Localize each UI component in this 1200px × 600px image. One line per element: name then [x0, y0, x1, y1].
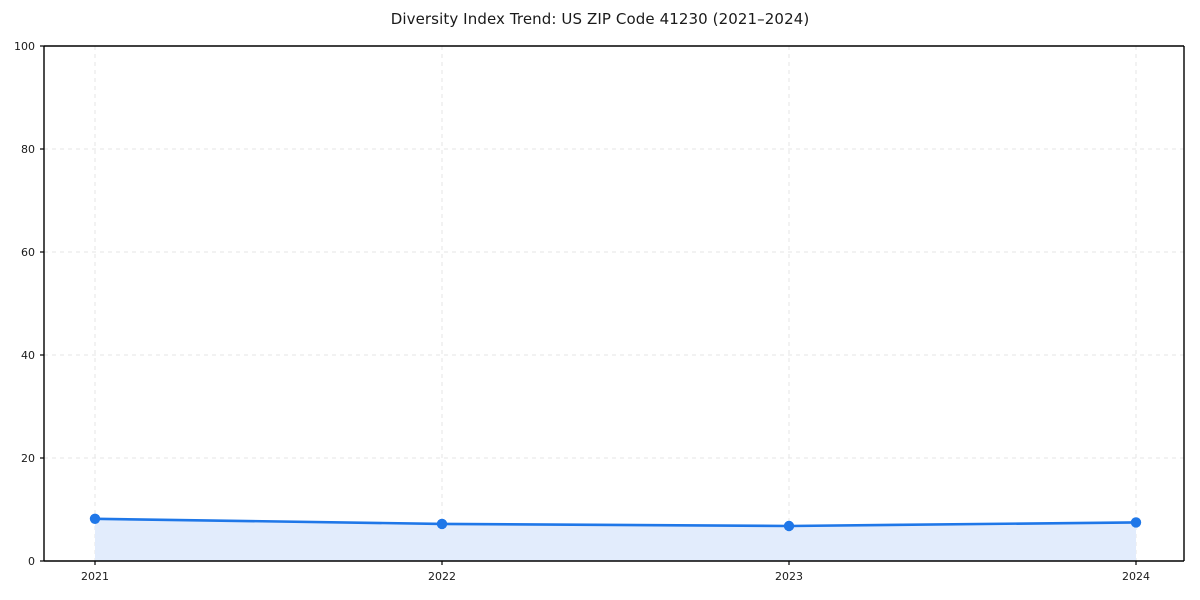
- data-point-2024[interactable]: [1130, 517, 1142, 528]
- data-line-diversity-index: [93, 517, 1138, 528]
- data-point-2021[interactable]: [89, 513, 101, 524]
- vertical-gridlines: [94, 46, 1137, 561]
- data-point-markers: [89, 513, 1142, 532]
- data-point-2022[interactable]: [436, 518, 448, 530]
- ytick-label-0: 0: [28, 555, 35, 568]
- xtick-label-2024: 2024: [1122, 570, 1150, 583]
- area-fill: [95, 518, 1136, 561]
- y-axis-tick-labels: 100 80 60 40 20 0: [14, 40, 35, 568]
- data-point-2023[interactable]: [783, 520, 795, 532]
- y-axis-ticks: [40, 45, 44, 562]
- ytick-label-80: 80: [21, 143, 35, 156]
- ytick-label-100: 100: [14, 40, 35, 53]
- axis-spines: [43, 45, 1185, 562]
- ytick-label-60: 60: [21, 246, 35, 259]
- xtick-label-2023: 2023: [775, 570, 803, 583]
- xtick-label-2021: 2021: [81, 570, 109, 583]
- ytick-label-20: 20: [21, 452, 35, 465]
- plot-background: [44, 46, 1184, 561]
- chart-title: Diversity Index Trend: US ZIP Code 41230…: [390, 10, 810, 28]
- x-axis-ticks: [94, 561, 1137, 565]
- ytick-label-40: 40: [21, 349, 35, 362]
- x-axis-tick-labels: 2021 2022 2023 2024: [81, 570, 1150, 583]
- xtick-label-2022: 2022: [428, 570, 456, 583]
